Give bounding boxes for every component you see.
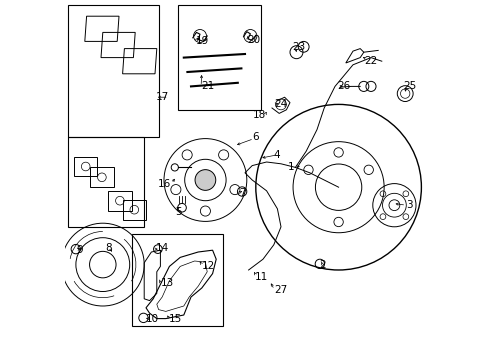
Text: 6: 6 (252, 132, 259, 142)
Text: 5: 5 (175, 207, 181, 217)
Text: 15: 15 (169, 314, 182, 324)
Text: 3: 3 (406, 200, 413, 210)
Text: 14: 14 (156, 243, 170, 253)
Text: 8: 8 (105, 243, 112, 253)
Text: 23: 23 (292, 42, 305, 52)
Text: 13: 13 (160, 278, 173, 288)
Text: 17: 17 (156, 92, 170, 102)
Text: 2: 2 (319, 260, 325, 270)
Text: 4: 4 (274, 150, 280, 160)
Text: 20: 20 (247, 35, 260, 45)
Text: 21: 21 (201, 81, 214, 91)
Text: 7: 7 (239, 188, 245, 198)
Text: 22: 22 (365, 56, 378, 66)
Text: 19: 19 (196, 36, 209, 46)
Text: 9: 9 (76, 245, 83, 255)
Text: 27: 27 (274, 285, 287, 295)
Text: 26: 26 (337, 81, 350, 91)
Text: 12: 12 (202, 261, 215, 271)
Text: 24: 24 (274, 99, 287, 109)
Text: 1: 1 (288, 162, 294, 172)
Text: 18: 18 (253, 110, 266, 120)
Text: 16: 16 (158, 179, 171, 189)
Text: 25: 25 (403, 81, 416, 91)
Text: 11: 11 (255, 272, 269, 282)
Text: 10: 10 (146, 314, 159, 324)
Circle shape (195, 170, 216, 190)
